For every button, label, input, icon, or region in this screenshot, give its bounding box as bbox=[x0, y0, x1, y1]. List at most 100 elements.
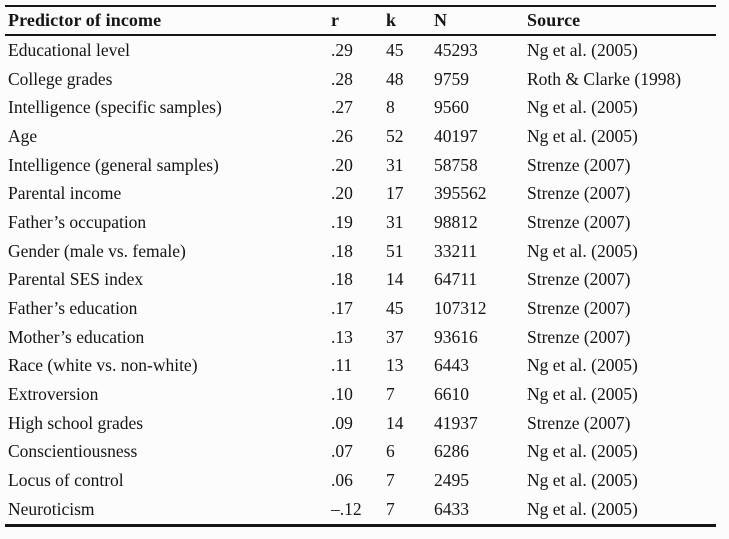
cell-k: 45 bbox=[386, 39, 404, 60]
cell-n: 93616 bbox=[434, 326, 478, 347]
column-header-predictor: Predictor of income bbox=[5, 6, 331, 36]
cell-predictor: Educational level bbox=[8, 39, 130, 60]
cell-r: .10 bbox=[331, 384, 353, 405]
cell-r: .18 bbox=[331, 269, 353, 290]
cell-predictor: Father’s education bbox=[8, 298, 138, 319]
cell-predictor: Mother’s education bbox=[8, 326, 145, 347]
cell-predictor: Intelligence (specific samples) bbox=[8, 97, 222, 118]
table-row: Parental SES index .18 14 64711 Strenze … bbox=[5, 266, 716, 295]
cell-k: 31 bbox=[386, 154, 404, 175]
cell-k: 45 bbox=[386, 298, 404, 319]
cell-n: 6610 bbox=[434, 384, 469, 405]
table-row: Mother’s education .13 37 93616 Strenze … bbox=[5, 323, 716, 352]
table-row: Neuroticism –.12 7 6433 Ng et al. (2005) bbox=[5, 495, 716, 525]
column-header-k: k bbox=[386, 6, 434, 36]
cell-source: Strenze (2007) bbox=[527, 211, 631, 232]
cell-r: .20 bbox=[331, 154, 353, 175]
cell-source: Strenze (2007) bbox=[527, 269, 631, 290]
cell-source: Ng et al. (2005) bbox=[527, 470, 638, 491]
cell-predictor: Extroversion bbox=[8, 384, 99, 405]
cell-n: 41937 bbox=[434, 412, 478, 433]
cell-r: .07 bbox=[331, 441, 353, 462]
cell-predictor: Race (white vs. non-white) bbox=[8, 355, 198, 376]
cell-r: .20 bbox=[331, 183, 353, 204]
cell-r: .13 bbox=[331, 326, 353, 347]
cell-predictor: High school grades bbox=[8, 412, 144, 433]
cell-source: Strenze (2007) bbox=[527, 154, 631, 175]
cell-source: Ng et al. (2005) bbox=[527, 441, 638, 462]
table-row: Locus of control .06 7 2495 Ng et al. (2… bbox=[5, 466, 716, 495]
cell-k: 31 bbox=[386, 211, 404, 232]
cell-source: Strenze (2007) bbox=[527, 298, 631, 319]
cell-r: .28 bbox=[331, 68, 353, 89]
table-body: Educational level .29 45 45293 Ng et al.… bbox=[5, 35, 716, 525]
table-row: Intelligence (specific samples) .27 8 95… bbox=[5, 93, 716, 122]
table-row: Father’s occupation .19 31 98812 Strenze… bbox=[5, 208, 716, 237]
column-header-r: r bbox=[331, 6, 386, 36]
cell-n: 98812 bbox=[434, 211, 478, 232]
cell-predictor: Intelligence (general samples) bbox=[8, 154, 219, 175]
cell-predictor: Locus of control bbox=[8, 470, 124, 491]
cell-r: .27 bbox=[331, 97, 353, 118]
cell-r: .26 bbox=[331, 125, 353, 146]
cell-k: 52 bbox=[386, 125, 404, 146]
cell-r: .18 bbox=[331, 240, 353, 261]
cell-source: Strenze (2007) bbox=[527, 412, 631, 433]
cell-n: 40197 bbox=[434, 125, 478, 146]
cell-k: 7 bbox=[386, 470, 395, 491]
cell-n: 58758 bbox=[434, 154, 478, 175]
cell-r: .17 bbox=[331, 298, 353, 319]
cell-source: Ng et al. (2005) bbox=[527, 384, 638, 405]
cell-n: 107312 bbox=[434, 298, 487, 319]
cell-k: 14 bbox=[386, 269, 404, 290]
cell-source: Ng et al. (2005) bbox=[527, 125, 638, 146]
cell-source: Ng et al. (2005) bbox=[527, 355, 638, 376]
cell-source: Ng et al. (2005) bbox=[527, 39, 638, 60]
cell-n: 33211 bbox=[434, 240, 478, 261]
cell-predictor: College grades bbox=[8, 68, 113, 89]
cell-r: .11 bbox=[331, 355, 353, 376]
cell-r: .06 bbox=[331, 470, 353, 491]
cell-source: Ng et al. (2005) bbox=[527, 240, 638, 261]
cell-source: Ng et al. (2005) bbox=[527, 498, 638, 519]
column-header-source: Source bbox=[527, 6, 716, 36]
cell-k: 13 bbox=[386, 355, 404, 376]
cell-r: .29 bbox=[331, 39, 353, 60]
cell-k: 17 bbox=[386, 183, 404, 204]
cell-k: 37 bbox=[386, 326, 404, 347]
income-predictors-table: Predictor of income r k N Source Educati… bbox=[5, 5, 716, 527]
cell-n: 6433 bbox=[434, 498, 469, 519]
cell-n: 9759 bbox=[434, 68, 469, 89]
cell-k: 48 bbox=[386, 68, 404, 89]
cell-n: 9560 bbox=[434, 97, 469, 118]
cell-r: .09 bbox=[331, 412, 353, 433]
cell-k: 7 bbox=[386, 498, 395, 519]
cell-n: 6286 bbox=[434, 441, 469, 462]
table-row: Extroversion .10 7 6610 Ng et al. (2005) bbox=[5, 380, 716, 409]
cell-predictor: Father’s occupation bbox=[8, 211, 147, 232]
cell-n: 45293 bbox=[434, 39, 478, 60]
table-row: Father’s education .17 45 107312 Strenze… bbox=[5, 294, 716, 323]
cell-predictor: Age bbox=[8, 125, 38, 146]
cell-predictor: Neuroticism bbox=[8, 498, 95, 519]
table-row: Race (white vs. non-white) .11 13 6443 N… bbox=[5, 352, 716, 381]
cell-source: Strenze (2007) bbox=[527, 326, 631, 347]
cell-r: .19 bbox=[331, 211, 353, 232]
cell-k: 14 bbox=[386, 412, 404, 433]
cell-predictor: Conscientiousness bbox=[8, 441, 138, 462]
cell-n: 6443 bbox=[434, 355, 469, 376]
table-row: High school grades .09 14 41937 Strenze … bbox=[5, 409, 716, 438]
cell-n: 395562 bbox=[434, 183, 487, 204]
table-row: Conscientiousness .07 6 6286 Ng et al. (… bbox=[5, 438, 716, 467]
cell-n: 2495 bbox=[434, 470, 469, 491]
column-header-n: N bbox=[434, 6, 527, 36]
header-row: Predictor of income r k N Source bbox=[5, 6, 716, 36]
table-row: Age .26 52 40197 Ng et al. (2005) bbox=[5, 122, 716, 151]
table-row: Educational level .29 45 45293 Ng et al.… bbox=[5, 35, 716, 65]
cell-k: 8 bbox=[386, 97, 395, 118]
table-row: Gender (male vs. female) .18 51 33211 Ng… bbox=[5, 237, 716, 266]
cell-predictor: Parental income bbox=[8, 183, 122, 204]
table-region: Predictor of income r k N Source Educati… bbox=[5, 5, 716, 527]
cell-source: Strenze (2007) bbox=[527, 183, 631, 204]
